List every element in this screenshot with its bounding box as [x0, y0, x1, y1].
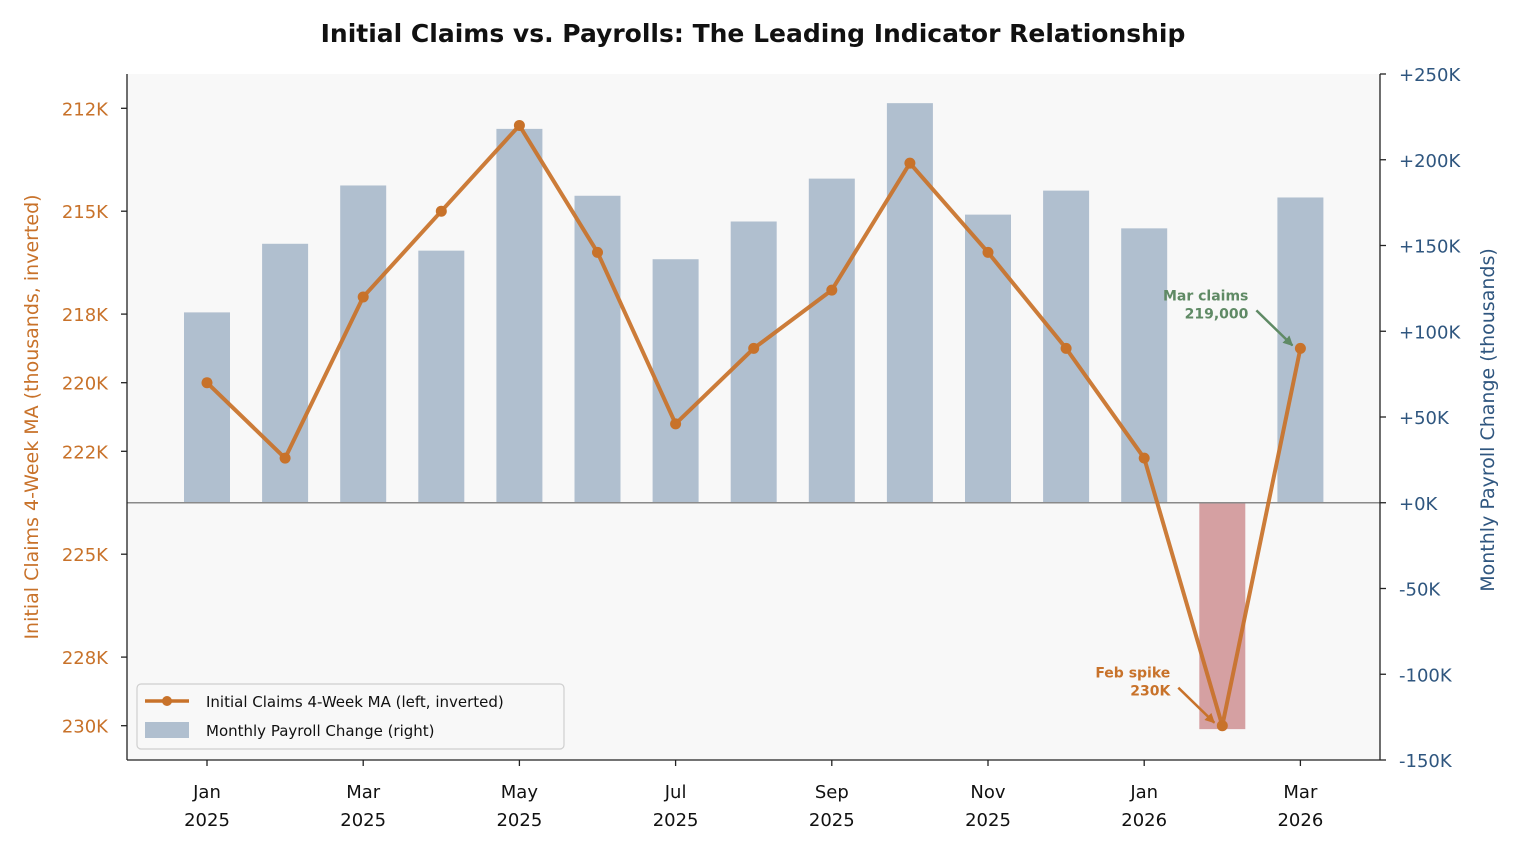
left-tick-label: 212K: [62, 99, 109, 120]
right-tick-label: +200K: [1399, 151, 1461, 172]
x-tick-label: 2025: [653, 810, 699, 831]
right-tick-label: +100K: [1399, 322, 1461, 343]
left-tick-label: 228K: [62, 648, 109, 669]
legend: Initial Claims 4-Week MA (left, inverted…: [136, 683, 565, 750]
left-tick-label: 215K: [62, 202, 109, 223]
annotation-text: Mar claims: [1163, 288, 1248, 304]
right-tick-label: +250K: [1399, 65, 1461, 86]
x-ticks: Jan 2025 Mar 2025 May 2025 Jul 2025 Sep 2025 Nov 20…: [184, 760, 1323, 831]
legend-bar-swatch: [145, 722, 189, 738]
right-tick-label: +50K: [1399, 408, 1450, 429]
claims-point: [1294, 342, 1306, 354]
x-tick-label: Sep: [815, 782, 849, 803]
claims-point: [1138, 452, 1150, 464]
annotation-text: 230K: [1130, 684, 1171, 700]
payroll-bar: [965, 214, 1011, 503]
chart-title: Initial Claims vs. Payrolls: The Leading…: [321, 19, 1186, 48]
annotation-text: Feb spike: [1095, 666, 1170, 682]
claims-point: [982, 246, 994, 258]
x-tick-label: Jan: [1129, 782, 1158, 803]
payroll-bar: [1199, 502, 1246, 730]
x-tick-label: Mar: [346, 782, 381, 803]
payroll-bar: [340, 185, 387, 503]
x-tick-label: 2025: [340, 810, 386, 831]
left-tick-label: 230K: [62, 717, 109, 738]
claims-point: [513, 119, 525, 131]
x-tick-label: May: [501, 782, 539, 803]
claims-point: [670, 418, 682, 430]
x-tick-label: 2025: [184, 810, 230, 831]
payroll-bar: [496, 128, 543, 503]
claims-point: [279, 452, 291, 464]
annotation-text: 219,000: [1185, 306, 1249, 322]
x-tick-label: 2025: [809, 810, 855, 831]
claims-point: [904, 157, 916, 169]
annotation-arrow: [1255, 309, 1294, 347]
legend-label-claims: Initial Claims 4-Week MA (left, inverted…: [206, 693, 504, 711]
x-tick-label: Jul: [664, 782, 687, 803]
legend-label-payrolls: Monthly Payroll Change (right): [206, 722, 435, 740]
x-tick-label: Mar: [1283, 782, 1318, 803]
claims-point: [1216, 720, 1228, 732]
left-tick-label: 222K: [62, 442, 109, 463]
left-tick-label: 225K: [62, 545, 109, 566]
payroll-bar: [184, 312, 230, 503]
left-ticks: 212K 215K 218K 220K 222K 225K 228K 230K: [62, 99, 127, 738]
y-axis-left-label: Initial Claims 4-Week MA (thousands, inv…: [21, 194, 43, 639]
claims-point: [748, 342, 760, 354]
left-tick-label: 218K: [62, 305, 109, 326]
claims-point: [201, 377, 213, 389]
left-tick-label: 220K: [62, 374, 109, 395]
payroll-bar: [652, 259, 699, 503]
payroll-bar: [808, 178, 855, 503]
payroll-bar: [574, 195, 621, 503]
claims-point: [357, 291, 369, 303]
claims-line-layer: [201, 119, 1306, 732]
x-tick-label: Nov: [970, 782, 1005, 803]
payroll-bar: [418, 250, 465, 503]
y-axis-right-label: Monthly Payroll Change (thousands): [1477, 248, 1499, 592]
annotations: Mar claims 219,000 Feb spike 230K: [1095, 288, 1294, 724]
right-tick-label: +150K: [1399, 237, 1461, 258]
claims-point: [1060, 342, 1072, 354]
legend-box: [136, 683, 565, 750]
legend-line-marker: [162, 696, 172, 706]
right-tick-label: +0K: [1399, 494, 1439, 515]
x-tick-label: 2026: [1121, 810, 1167, 831]
right-tick-label: -100K: [1399, 665, 1453, 686]
claims-point: [435, 205, 447, 217]
claims-point: [592, 246, 603, 258]
x-tick-label: 2026: [1277, 810, 1323, 831]
payroll-bar: [262, 243, 309, 503]
right-tick-label: -50K: [1399, 580, 1441, 601]
x-tick-label: 2025: [965, 810, 1011, 831]
claims-point: [826, 284, 838, 296]
annotation-arrow: [1177, 686, 1216, 724]
x-tick-label: Jan: [192, 782, 221, 803]
x-tick-label: 2025: [496, 810, 542, 831]
right-ticks: +250K +200K +150K +100K +50K +0K -50K -100K -150…: [1380, 65, 1461, 772]
right-tick-label: -150K: [1399, 751, 1453, 772]
payroll-bar: [886, 103, 933, 503]
